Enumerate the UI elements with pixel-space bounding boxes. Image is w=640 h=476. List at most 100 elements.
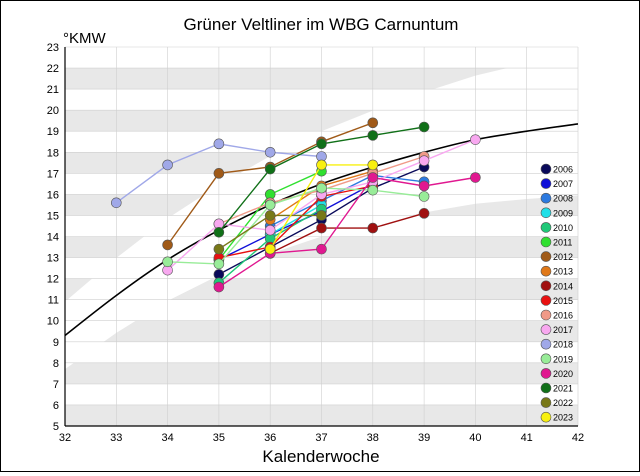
data-point-2019 — [264, 199, 276, 211]
data-point-2014 — [316, 222, 327, 234]
legend-marker-2009 — [540, 207, 552, 219]
data-point-2023 — [367, 159, 379, 171]
data-point-2021 — [213, 226, 225, 238]
legend-label-2014: 2014 — [553, 281, 573, 291]
legend-marker-2014 — [540, 280, 552, 292]
y-tick-label: 8 — [53, 358, 59, 370]
legend-marker-2010 — [540, 222, 552, 233]
data-point-2021 — [418, 121, 430, 133]
legend-marker-2023 — [540, 411, 552, 423]
legend-label-2022: 2022 — [553, 398, 573, 408]
y-tick-label: 18 — [47, 147, 59, 159]
data-point-2012 — [162, 239, 173, 251]
y-tick-label: 19 — [47, 126, 59, 138]
legend-label-2015: 2015 — [553, 296, 573, 306]
y-tick-label: 11 — [48, 295, 59, 307]
legend-marker-2022 — [540, 397, 552, 408]
data-point-2019 — [418, 191, 430, 202]
x-tick-label: 37 — [315, 432, 327, 444]
series-2019 — [162, 182, 430, 270]
y-tick-label: 22 — [47, 63, 59, 75]
data-point-2019 — [316, 182, 327, 194]
data-point-2019 — [213, 258, 225, 270]
legend-label-2019: 2019 — [553, 354, 573, 364]
data-point-2020 — [470, 172, 481, 183]
data-point-2023 — [264, 243, 276, 255]
legend-marker-2013 — [540, 265, 552, 277]
data-point-2018 — [264, 146, 276, 158]
series-2022 — [213, 210, 327, 255]
x-tick-label: 36 — [264, 432, 276, 444]
data-point-2014 — [418, 208, 430, 219]
legend-marker-2011 — [540, 236, 552, 248]
data-point-2018 — [111, 197, 122, 209]
legend-label-2006: 2006 — [553, 165, 573, 175]
data-point-2020 — [213, 281, 225, 293]
x-tick-label: 32 — [59, 432, 71, 444]
y-tick-label: 20 — [47, 105, 59, 117]
legend-marker-2016 — [540, 309, 552, 321]
legend-label-2012: 2012 — [553, 252, 573, 262]
axes — [64, 47, 578, 427]
series-2023 — [264, 159, 379, 255]
data-point-2020 — [367, 172, 379, 183]
series-line-2009 — [269, 204, 322, 236]
data-point-2021 — [264, 163, 276, 175]
legend-label-2018: 2018 — [553, 340, 573, 350]
legend-marker-2006 — [540, 163, 552, 175]
x-tick-label: 33 — [110, 432, 122, 444]
y-tick-label: 9 — [53, 337, 59, 349]
data-point-2022 — [316, 210, 327, 221]
legend-label-2009: 2009 — [553, 208, 573, 218]
series-line-2020 — [218, 176, 476, 288]
y-tick-label: 10 — [47, 316, 59, 328]
legend: 2006 2007 2008 2009 2010 2011 2012 2013 2014 2015… — [540, 163, 573, 423]
x-tick-label: 41 — [521, 432, 533, 444]
data-point-2022 — [264, 210, 276, 221]
x-axis-label: Kalenderwoche — [262, 447, 379, 466]
data-point-2017 — [264, 224, 276, 236]
legend-marker-2015 — [540, 295, 552, 306]
x-tick-labels: 32 33 34 35 36 37 38 39 40 41 42 — [59, 432, 584, 444]
legend-label-2023: 2023 — [553, 413, 573, 423]
legend-label-2007: 2007 — [553, 179, 573, 189]
y-tick-label: 14 — [47, 232, 59, 244]
legend-label-2021: 2021 — [553, 384, 573, 394]
y-tick-label: 5 — [53, 421, 59, 433]
legend-label-2020: 2020 — [553, 369, 573, 379]
series-line-2015 — [218, 185, 373, 259]
data-point-2020 — [418, 180, 430, 192]
series-2010 — [213, 203, 327, 289]
legend-marker-2012 — [540, 251, 552, 262]
data-point-2012 — [213, 168, 225, 179]
data-point-2012 — [367, 117, 379, 129]
x-tick-label: 38 — [367, 432, 379, 444]
y-tick-label: 16 — [47, 189, 59, 201]
legend-marker-2021 — [540, 382, 552, 394]
legend-marker-2008 — [540, 192, 552, 204]
x-tick-label: 35 — [213, 432, 225, 444]
series-line-2014 — [269, 212, 425, 254]
y-tick-label: 23 — [47, 42, 59, 54]
legend-label-2017: 2017 — [553, 325, 573, 335]
legend-label-2010: 2010 — [553, 223, 573, 233]
data-point-2017 — [470, 134, 481, 145]
y-tick-label: 13 — [47, 253, 59, 265]
y-tick-label: 12 — [47, 274, 59, 286]
data-point-2019 — [367, 184, 379, 196]
data-point-2014 — [367, 222, 379, 234]
legend-marker-2017 — [540, 324, 552, 335]
series-line-2019 — [167, 187, 425, 265]
y-tick-label: 6 — [53, 400, 59, 412]
x-tick-label: 40 — [469, 432, 481, 444]
y-tick-label: 17 — [47, 168, 59, 180]
series-group — [111, 117, 481, 293]
legend-label-2011: 2011 — [553, 238, 572, 248]
chart-title: Grüner Veltliner im WBG Carnuntum — [184, 15, 459, 34]
data-point-2023 — [316, 159, 327, 171]
data-point-2022 — [213, 243, 225, 255]
y-tick-label: 7 — [53, 379, 59, 391]
data-point-2020 — [316, 243, 327, 255]
